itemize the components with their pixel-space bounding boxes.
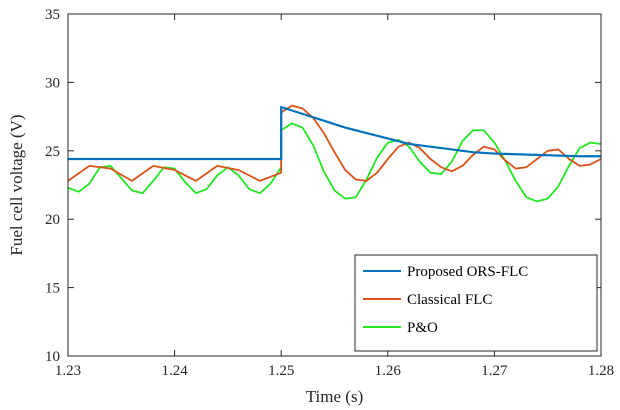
y-tick-label: 20 xyxy=(45,212,60,228)
y-axis-label: Fuel cell voltage (V) xyxy=(7,114,26,255)
x-tick-label: 1.26 xyxy=(375,363,402,379)
y-tick-label: 30 xyxy=(45,75,60,91)
plot-frame xyxy=(67,13,602,357)
y-tick-label: 25 xyxy=(45,144,60,160)
x-tick-label: 1.28 xyxy=(588,363,614,379)
series-layer xyxy=(68,104,601,203)
series-line-2 xyxy=(68,122,601,203)
legend-label: Proposed ORS-FLC xyxy=(407,264,528,280)
y-tick-label: 35 xyxy=(45,7,60,23)
series-line-1 xyxy=(68,104,601,182)
y-tick-label: 15 xyxy=(45,281,60,297)
x-tick-label: 1.23 xyxy=(55,363,81,379)
legend-label: Classical FLC xyxy=(407,292,492,308)
x-tick-label: 1.27 xyxy=(481,363,508,379)
legend-label: P&O xyxy=(407,320,438,336)
x-axis-label: Time (s) xyxy=(306,387,363,406)
series-line-0 xyxy=(68,105,601,161)
x-tick-label: 1.25 xyxy=(268,363,294,379)
x-tick-label: 1.24 xyxy=(161,363,188,379)
tick-layer: 1.23 1.24 1.25 1.26 1.27 1.28 10 15 20 25 30 35 xyxy=(45,7,614,379)
legend: Proposed ORS-FLC Classical FLC P&O xyxy=(354,254,598,352)
y-tick-label: 10 xyxy=(45,349,60,365)
